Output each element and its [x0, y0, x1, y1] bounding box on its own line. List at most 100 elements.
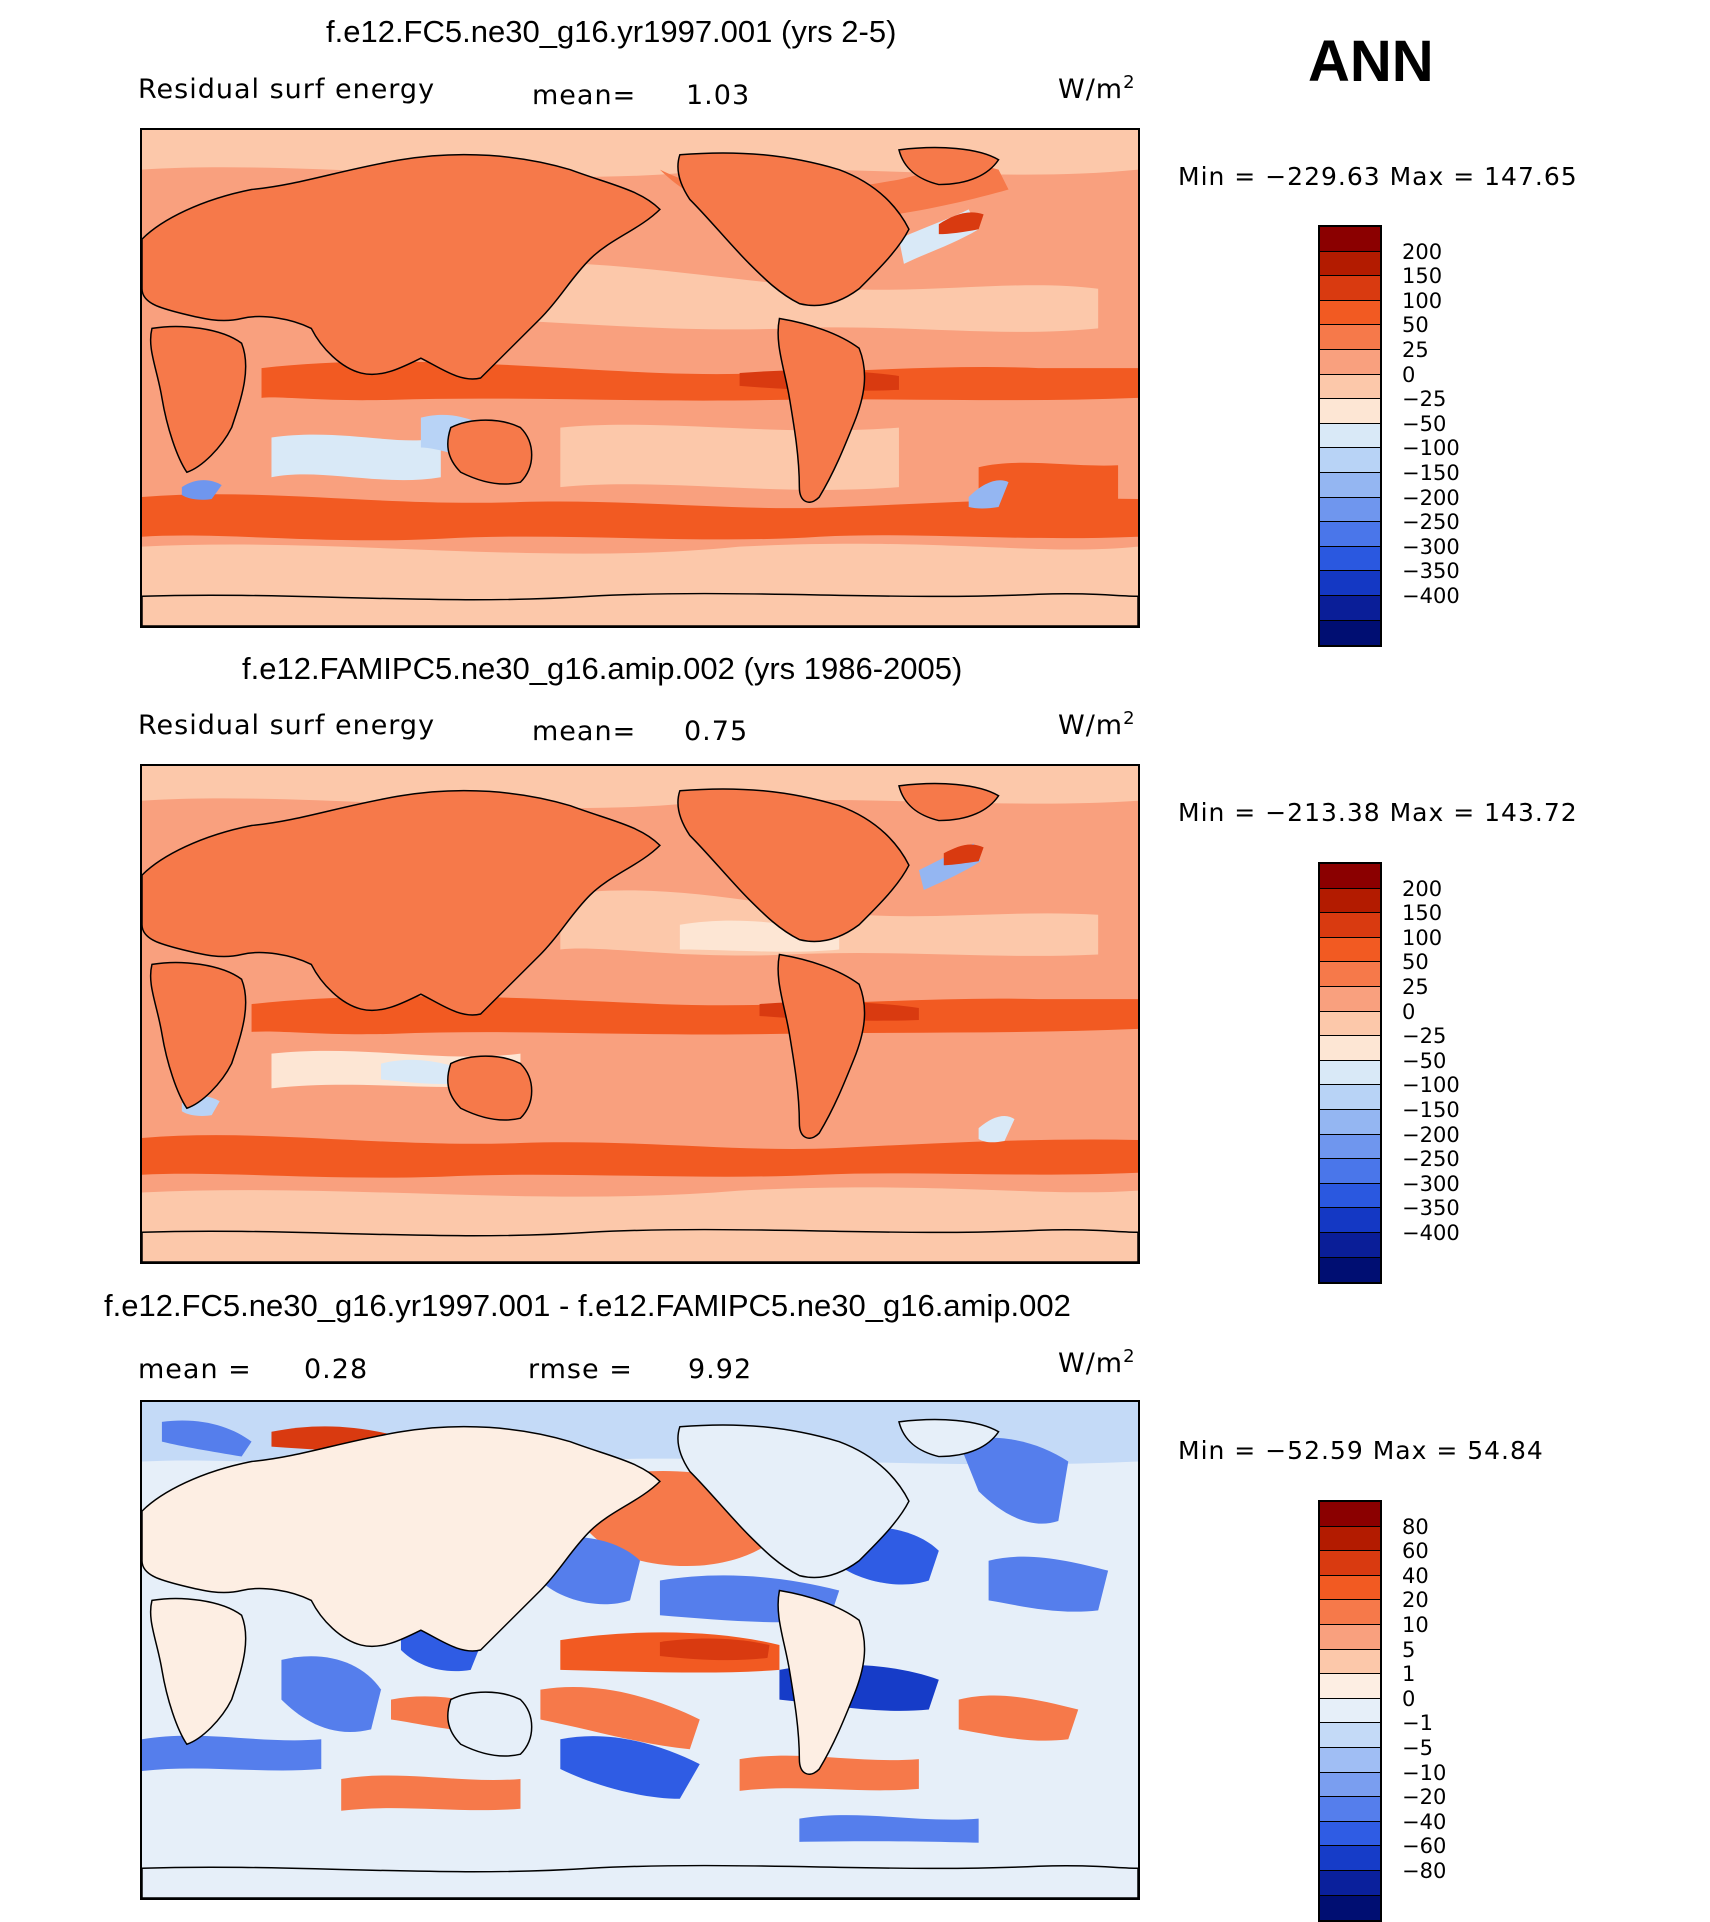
colorbar-swatch	[1320, 1772, 1380, 1798]
colorbar-level-label: −350	[1402, 559, 1460, 584]
colorbar-swatch	[1320, 1624, 1380, 1650]
colorbar-swatch	[1320, 251, 1380, 277]
colorbar-level-label: 60	[1402, 1539, 1429, 1564]
colorbar-swatch	[1320, 227, 1380, 252]
colorbar-level-label: 50	[1402, 950, 1429, 975]
panel1-colorbar	[1318, 225, 1382, 648]
colorbar-swatch	[1320, 1109, 1380, 1135]
colorbar-level-label: −40	[1402, 1809, 1447, 1834]
colorbar-level-label: 20	[1402, 1588, 1429, 1613]
colorbar-level-label: −100	[1402, 1073, 1460, 1098]
colorbar-level-label: −1	[1402, 1711, 1433, 1736]
colorbar-swatch	[1320, 1060, 1380, 1086]
colorbar-level-label: 150	[1402, 264, 1443, 289]
colorbar-level-label: 50	[1402, 313, 1429, 338]
panel3-units: W/m2	[1058, 1346, 1136, 1379]
colorbar-swatch	[1320, 1232, 1380, 1258]
colorbar-swatch	[1320, 1649, 1380, 1675]
colorbar-swatch	[1320, 571, 1380, 596]
panel1-units: W/m2	[1058, 72, 1136, 105]
colorbar-level-label: 100	[1402, 288, 1443, 313]
colorbar-swatch	[1320, 1600, 1380, 1625]
colorbar-level-label: 1	[1402, 1662, 1416, 1687]
colorbar-swatch	[1320, 522, 1380, 547]
colorbar-swatch	[1320, 1526, 1380, 1552]
colorbar-swatch	[1320, 1134, 1380, 1160]
colorbar-swatch	[1320, 423, 1380, 449]
panel1-map	[140, 128, 1140, 628]
panel2-mean-label: mean=	[532, 716, 637, 747]
panel3-colorbar	[1318, 1500, 1382, 1922]
colorbar-swatch	[1320, 1551, 1380, 1576]
panel3-mean-value: 0.28	[304, 1354, 369, 1385]
colorbar-level-label: −25	[1402, 1024, 1447, 1049]
colorbar-level-label: 25	[1402, 975, 1429, 999]
panel3-mean-label: mean =	[138, 1354, 252, 1385]
colorbar-level-label: −250	[1402, 1147, 1460, 1172]
colorbar-swatch	[1320, 1870, 1380, 1896]
colorbar-level-label: 40	[1402, 1563, 1429, 1588]
colorbar-swatch	[1320, 546, 1380, 572]
colorbar-swatch	[1320, 1085, 1380, 1110]
panel2-map-field	[142, 766, 1138, 1262]
colorbar-level-label: −150	[1402, 1098, 1460, 1122]
colorbar-swatch	[1320, 1183, 1380, 1209]
colorbar-level-label: −400	[1402, 584, 1460, 608]
colorbar-swatch	[1320, 399, 1380, 424]
colorbar-level-label: −200	[1402, 1122, 1460, 1147]
colorbar-swatch	[1320, 864, 1380, 889]
panel2-map	[140, 764, 1140, 1264]
colorbar-swatch	[1320, 1723, 1380, 1748]
colorbar-level-label: −25	[1402, 387, 1447, 412]
colorbar-swatch	[1320, 937, 1380, 963]
colorbar-swatch	[1320, 986, 1380, 1012]
colorbar-swatch	[1320, 1698, 1380, 1724]
colorbar-swatch	[1320, 888, 1380, 914]
colorbar-level-label: 0	[1402, 362, 1416, 387]
colorbar-level-label: −50	[1402, 1048, 1447, 1073]
panel3-map-field	[142, 1402, 1138, 1898]
panel2-units: W/m2	[1058, 708, 1136, 741]
colorbar-level-label: −350	[1402, 1196, 1460, 1221]
colorbar-swatch	[1320, 472, 1380, 498]
colorbar-level-label: −250	[1402, 510, 1460, 535]
colorbar-swatch	[1320, 1159, 1380, 1184]
colorbar-swatch	[1320, 1575, 1380, 1601]
panel1-variable-label: Residual surf energy	[138, 74, 436, 105]
colorbar-level-label: 100	[1402, 925, 1443, 950]
colorbar-swatch	[1320, 1208, 1380, 1233]
panel3-minmax: Min = −52.59 Max = 54.84	[1178, 1436, 1544, 1465]
panel1-title: f.e12.FC5.ne30_g16.yr1997.001 (yrs 2-5)	[326, 14, 897, 49]
colorbar-level-label: −20	[1402, 1785, 1447, 1810]
colorbar-level-label: −400	[1402, 1221, 1460, 1245]
colorbar-level-label: −300	[1402, 1171, 1460, 1196]
colorbar-swatch	[1320, 1797, 1380, 1822]
colorbar-swatch	[1320, 497, 1380, 523]
colorbar-swatch	[1320, 1674, 1380, 1699]
panel3-rmse-label: rmse =	[528, 1354, 633, 1385]
colorbar-level-label: −100	[1402, 436, 1460, 461]
colorbar-swatch	[1320, 448, 1380, 473]
colorbar-level-label: −50	[1402, 411, 1447, 436]
panel2-title: f.e12.FAMIPC5.ne30_g16.amip.002 (yrs 198…	[242, 651, 963, 686]
colorbar-swatch	[1320, 1036, 1380, 1061]
panel2-minmax: Min = −213.38 Max = 143.72	[1178, 798, 1578, 827]
panel3-map	[140, 1400, 1140, 1900]
panel1-minmax: Min = −229.63 Max = 147.65	[1178, 162, 1578, 191]
colorbar-swatch	[1320, 325, 1380, 350]
colorbar-swatch	[1320, 595, 1380, 621]
colorbar-level-label: 25	[1402, 338, 1429, 362]
colorbar-swatch	[1320, 1747, 1380, 1773]
colorbar-level-label: −10	[1402, 1760, 1447, 1785]
panel1-mean-value: 1.03	[686, 80, 751, 111]
panel3-title: f.e12.FC5.ne30_g16.yr1997.001 - f.e12.FA…	[104, 1288, 1071, 1323]
panel1-mean-label: mean=	[532, 80, 637, 111]
colorbar-swatch	[1320, 1502, 1380, 1527]
colorbar-swatch	[1320, 1821, 1380, 1847]
colorbar-level-label: 200	[1402, 876, 1443, 901]
colorbar-swatch	[1320, 1011, 1380, 1037]
colorbar-level-label: 10	[1402, 1613, 1429, 1637]
colorbar-level-label: 0	[1402, 999, 1416, 1024]
colorbar-level-label: 80	[1402, 1514, 1429, 1539]
panel2-mean-value: 0.75	[684, 716, 749, 747]
